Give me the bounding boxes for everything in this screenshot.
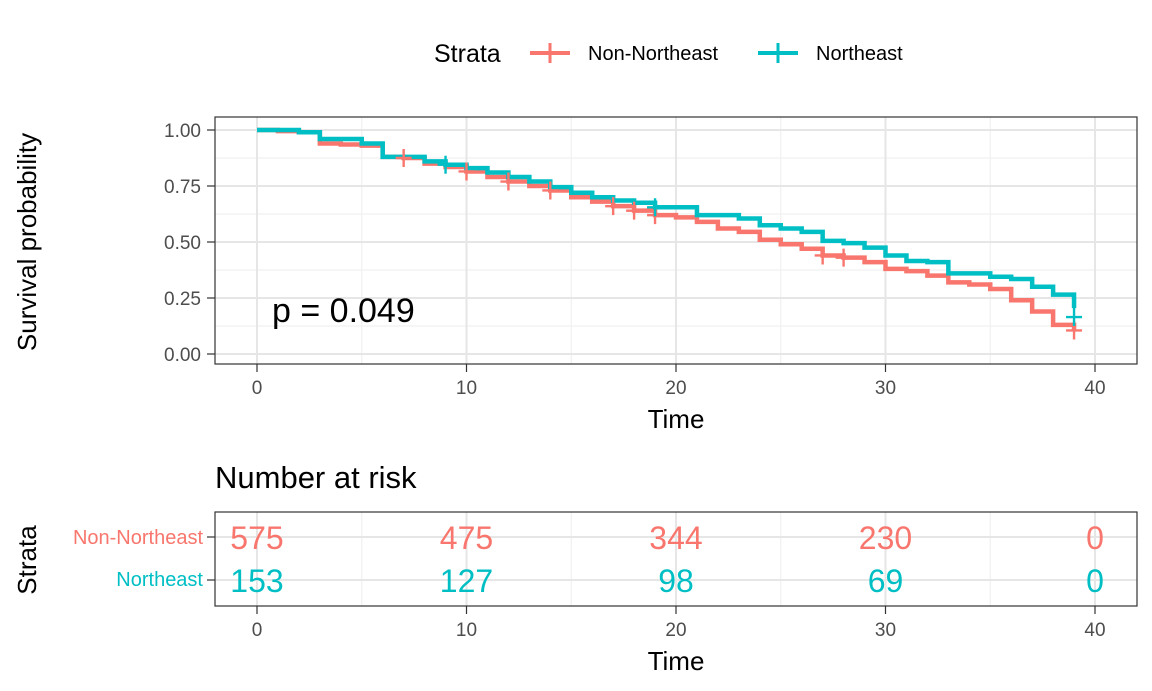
p-value-annotation: p = 0.049 [272,292,415,330]
y-tick-label: 0.50 [164,233,201,254]
censor-mark [395,149,412,167]
risk-value: 575 [230,520,283,556]
x-tick-label: 10 [456,378,477,399]
risk-x-tick-label: 40 [1084,620,1105,641]
legend-key-northeast [758,43,798,63]
y-tick-label: 0.00 [164,345,201,366]
censor-mark [500,172,517,191]
censor-mark [458,162,475,181]
risk-table-title: Number at risk [215,460,417,495]
legend-key-non-northeast [530,43,570,63]
risk-x-tick-label: 20 [665,620,686,641]
censor-mark [626,201,643,220]
legend-label-non-northeast: Non-Northeast [588,43,719,65]
censor-mark [542,181,559,200]
censor-mark [1066,308,1083,327]
censor-mark [605,197,622,216]
censor-mark [835,248,852,267]
y-tick-label: 0.25 [164,289,201,310]
risk-value: 98 [658,563,694,599]
risk-table-panel: Number at risk 575 475 344 230 0 153 127 98 69 0 … [12,460,1138,676]
risk-table-gridlines [215,512,1137,606]
strata-label-northeast: Northeast [116,569,203,591]
x-tick-label: 0 [252,378,263,399]
censor-mark [814,246,831,265]
survival-y-axis-title: Survival probability [12,133,42,351]
risk-table-x-axis-title: Time [648,646,705,676]
legend: Strata Non-Northeast Northeast [434,40,903,68]
survival-x-axis-title: Time [648,404,705,434]
risk-x-tick-label: 30 [875,620,896,641]
y-tick-label: 1.00 [164,121,201,142]
risk-value: 69 [868,563,904,599]
censor-mark [437,155,454,174]
risk-value: 344 [649,520,702,556]
risk-x-tick-label: 10 [456,620,477,641]
y-tick-label: 0.75 [164,177,201,198]
risk-value: 0 [1086,563,1104,599]
y-axis-ticks: 0.00 0.25 0.50 0.75 1.00 [164,121,215,366]
legend-title: Strata [434,40,501,68]
censor-mark [647,198,664,217]
risk-x-tick-label: 0 [252,620,263,641]
survival-panel: 0.00 0.25 0.50 0.75 1.00 0 10 20 30 40 p = 0.049… [12,116,1138,434]
x-tick-label: 20 [665,378,686,399]
x-tick-label: 40 [1084,378,1105,399]
legend-label-northeast: Northeast [816,43,903,65]
risk-value: 153 [230,563,283,599]
x-tick-label: 30 [875,378,896,399]
risk-value: 230 [859,520,912,556]
risk-value: 127 [440,563,493,599]
major-gridlines [215,117,1137,364]
risk-table-x-ticks: 0 10 20 30 40 [252,606,1106,641]
strata-label-non-northeast: Non-Northeast [73,527,204,549]
x-axis-ticks: 0 10 20 30 40 [252,364,1106,399]
risk-value: 0 [1086,520,1104,556]
censor-marks [395,149,1083,340]
risk-value: 475 [440,520,493,556]
risk-table-y-axis-title: Strata [12,525,42,595]
risk-table-strata-ticks: Non-Northeast Northeast [73,527,215,591]
risk-table-numbers: 575 475 344 230 0 153 127 98 69 0 [230,520,1104,599]
